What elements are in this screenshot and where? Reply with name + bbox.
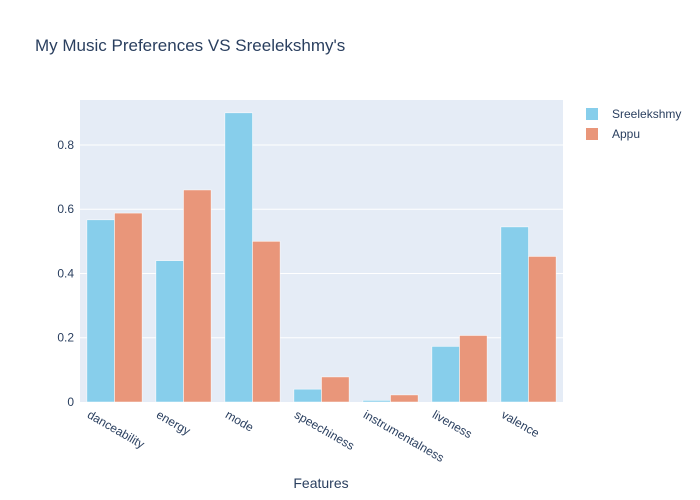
bar-appu-instrumentalness[interactable] (390, 394, 419, 403)
bar-appu-speechiness[interactable] (321, 376, 350, 403)
y-tick-label: 0.2 (57, 331, 74, 345)
x-axis-title: Features (293, 475, 348, 491)
legend[interactable]: Sreelekshmy Appu (586, 107, 681, 141)
bar-sreelekshmy-energy[interactable] (155, 260, 184, 403)
y-tick-label: 0.6 (57, 202, 74, 216)
y-tick-label: 0.8 (57, 138, 74, 152)
bar-appu-valence[interactable] (528, 256, 557, 403)
y-tick-label: 0 (67, 395, 74, 409)
bar-appu-mode[interactable] (252, 241, 281, 403)
bar-sreelekshmy-speechiness[interactable] (293, 388, 322, 403)
bars (86, 112, 557, 403)
bar-sreelekshmy-danceability[interactable] (86, 219, 115, 403)
chart-title: My Music Preferences VS Sreelekshmy's (35, 36, 345, 55)
bar-appu-liveness[interactable] (459, 335, 488, 403)
legend-label[interactable]: Sreelekshmy (612, 107, 681, 121)
x-tick-label: valence (499, 407, 542, 440)
x-tick-label: speechiness (292, 407, 357, 452)
bar-sreelekshmy-mode[interactable] (224, 112, 253, 403)
y-tick-label: 0.4 (57, 266, 74, 280)
x-tick-label: energy (154, 407, 193, 437)
x-axis-ticks: danceability energy mode speechiness instrum… (85, 407, 542, 464)
legend-swatch[interactable] (586, 128, 598, 140)
x-tick-label: mode (223, 407, 256, 434)
bar-appu-energy[interactable] (183, 189, 212, 403)
x-tick-label: liveness (430, 407, 475, 441)
bar-sreelekshmy-valence[interactable] (500, 226, 529, 403)
legend-swatch[interactable] (586, 108, 598, 120)
bar-sreelekshmy-instrumentalness[interactable] (362, 400, 391, 403)
y-axis-ticks: 0 0.2 0.4 0.6 0.8 (57, 138, 74, 409)
bar-appu-danceability[interactable] (114, 212, 143, 403)
bar-sreelekshmy-liveness[interactable] (431, 346, 460, 403)
legend-label[interactable]: Appu (612, 127, 640, 141)
x-tick-label: danceability (85, 407, 147, 451)
